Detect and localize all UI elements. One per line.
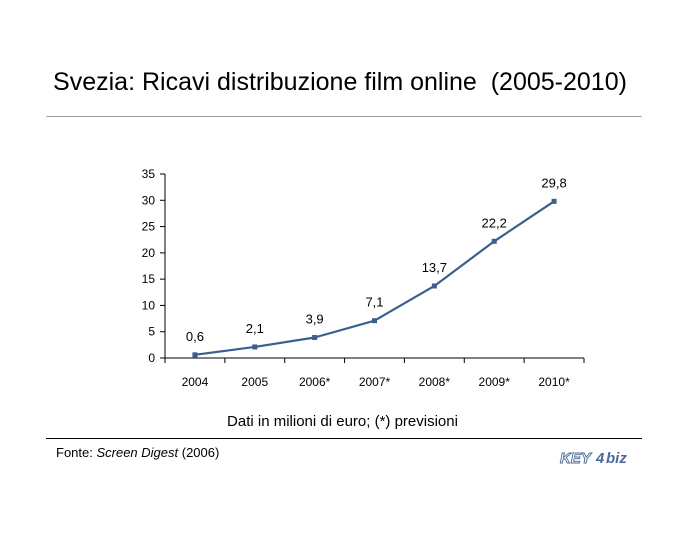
y-tick-label: 20 [142,246,156,260]
y-tick-label: 25 [142,220,156,234]
y-tick-label: 35 [142,167,156,181]
source-suffix: (2006) [178,445,220,460]
data-point [312,334,318,340]
x-tick-label: 2009* [479,375,511,389]
data-point [491,238,497,244]
chart-data-labels: 0,6 2,1 3,9 7,1 13,7 22,2 29,8 [186,175,567,344]
x-tick-label: 2007* [359,375,391,389]
data-label: 7,1 [365,295,383,310]
logo-text-biz: biz [606,450,627,467]
logo-text-four: 4 [595,450,605,467]
data-label: 0,6 [186,329,204,344]
x-tick-label: 2010* [538,375,570,389]
x-tick-label: 2008* [419,375,451,389]
data-point [372,318,377,324]
y-tick-label: 10 [142,298,156,312]
source-name: Screen Digest [96,445,179,460]
page-title: Svezia: Ricavi distribuzione film online… [53,68,627,96]
footer-divider [46,438,642,439]
data-label: 29,8 [541,175,566,190]
source-prefix: Fonte: [56,445,97,460]
data-point [431,283,437,289]
x-tick-label: 2004 [182,375,209,389]
source-credit: Fonte: Screen Digest (2006) [56,445,219,460]
y-tick-label: 15 [142,272,156,286]
data-label: 22,2 [482,215,507,230]
x-tick-label: 2006* [299,375,331,389]
title-divider [46,116,642,117]
chart-ticks: 0 5 10 15 20 25 30 35 2004 2005 2006* 2007* 2008* 200… [142,167,585,389]
chart-series [192,198,557,358]
key4biz-logo: KEY 4 biz [560,450,628,468]
y-tick-label: 5 [148,325,155,339]
chart-axes [164,174,584,359]
data-label: 3,9 [306,311,324,326]
x-tick-label: 2005 [241,375,268,389]
data-point [192,352,198,358]
data-point [252,344,258,350]
y-tick-label: 0 [148,351,155,365]
data-point [551,198,557,204]
data-label: 2,1 [246,321,264,336]
data-label: 13,7 [422,260,447,275]
logo-text-key: KEY [560,450,593,467]
chart-note: Dati in milioni di euro; (*) previsioni [227,413,458,430]
y-tick-label: 30 [142,193,156,207]
